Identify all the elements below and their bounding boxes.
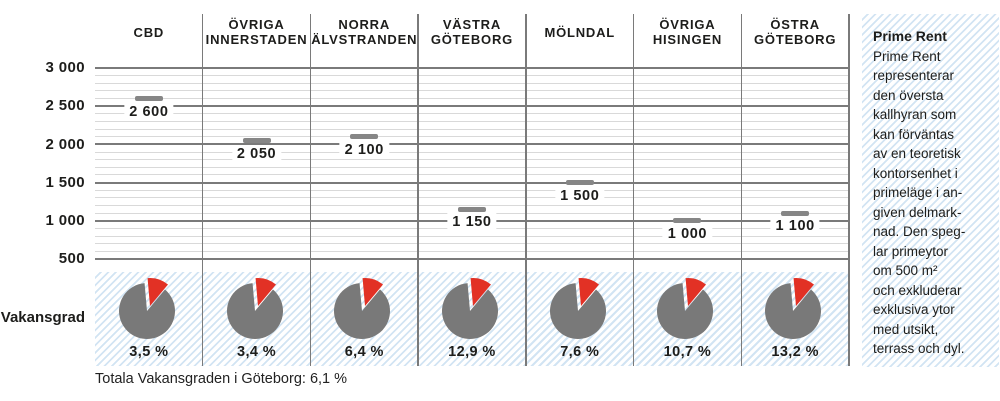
- vacancy-percent: 10,7 %: [663, 344, 712, 360]
- prime-rent-value: 1 000: [662, 224, 713, 243]
- vacancy-percent: 3,5 %: [129, 344, 169, 360]
- vacancy-pie-icon: [763, 273, 827, 341]
- district-header: CBD: [133, 24, 165, 40]
- prime-rent-marker: [134, 96, 163, 102]
- vacancy-cell: 10,7 %: [634, 272, 742, 366]
- prime-rent-value: 1 100: [770, 217, 820, 236]
- prime-rent-marker: [350, 134, 379, 140]
- vacancy-row-label: Vakansgrad: [0, 309, 85, 326]
- district-column-vastra-goteborg: VÄSTRA GÖTEBORG 1 150 12,9 %: [418, 0, 526, 401]
- prime-rent-value: 1 500: [555, 186, 605, 205]
- sidebar-body-text: Prime Rent representerar den översta kal…: [873, 48, 966, 357]
- y-axis-tick-label: 3 000: [45, 59, 85, 76]
- vacancy-percent: 6,4 %: [344, 344, 384, 360]
- district-header: NORRA ÄLVSTRANDEN: [311, 17, 418, 47]
- district-header: ÖVRIGA INNERSTADEN: [205, 17, 308, 47]
- prime-rent-marker: [457, 206, 486, 212]
- vacancy-percent: 7,6 %: [560, 344, 600, 360]
- district-column-ovriga-innerstaden: ÖVRIGA INNERSTADEN 2 050 3,4 %: [203, 0, 311, 401]
- district-column-ostra-goteborg: ÖSTRA GÖTEBORG 1 100 13,2 %: [741, 0, 849, 401]
- district-header: ÖSTRA GÖTEBORG: [754, 17, 837, 47]
- prime-rent-marker: [673, 218, 702, 224]
- y-axis-tick-label: 2 000: [45, 135, 85, 153]
- prime-rent-definition-panel: Prime Rent Prime Rent representerar den …: [862, 14, 999, 367]
- vacancy-pie-icon: [548, 273, 612, 341]
- district-column-cbd: CBD 2 600 3,5 %: [95, 0, 203, 401]
- sidebar-title: Prime Rent: [873, 28, 947, 44]
- vacancy-pie-icon: [440, 273, 504, 341]
- district-header: MÖLNDAL: [544, 24, 616, 40]
- vacancy-cell: 12,9 %: [418, 272, 526, 366]
- vacancy-pie-icon: [332, 273, 396, 341]
- district-column-ovriga-hisingen: ÖVRIGA HISINGEN 1 000 10,7 %: [634, 0, 742, 401]
- district-column-norra-alvstranden: NORRA ÄLVSTRANDEN 2 100 6,4 %: [310, 0, 418, 401]
- vacancy-cell: 3,4 %: [203, 272, 311, 366]
- y-axis-tick-label: 2 500: [45, 97, 85, 114]
- vacancy-cell: 3,5 %: [95, 272, 203, 366]
- prime-rent-value: 2 100: [339, 140, 389, 159]
- prime-rent-marker: [565, 180, 594, 186]
- vacancy-percent: 13,2 %: [771, 344, 819, 360]
- district-header: ÖVRIGA HISINGEN: [652, 17, 723, 47]
- total-vacancy-note: Totala Vakansgraden i Göteborg: 6,1 %: [95, 371, 348, 387]
- vacancy-pie-icon: [225, 273, 289, 341]
- vacancy-pie-icon: [117, 273, 181, 341]
- vacancy-cell: 13,2 %: [741, 272, 849, 366]
- vacancy-percent: 3,4 %: [236, 344, 277, 360]
- y-axis-tick-label: 500: [58, 250, 85, 267]
- district-header: VÄSTRA GÖTEBORG: [430, 17, 514, 47]
- prime-rent-marker: [781, 210, 810, 216]
- vacancy-percent: 12,9 %: [448, 344, 496, 360]
- vacancy-pie-icon: [655, 273, 719, 341]
- prime-rent-value: 2 050: [231, 144, 282, 163]
- vacancy-cell: 6,4 %: [310, 272, 418, 366]
- vacancy-cell: 7,6 %: [526, 272, 634, 366]
- y-axis-tick-label: 1 500: [45, 173, 85, 191]
- y-axis-tick-label: 1 000: [45, 212, 85, 229]
- prime-rent-marker: [242, 138, 271, 144]
- district-column-molndal: MÖLNDAL 1 500 7,6 %: [526, 0, 634, 401]
- prime-rent-value: 2 600: [124, 102, 174, 121]
- prime-rent-value: 1 150: [447, 213, 497, 232]
